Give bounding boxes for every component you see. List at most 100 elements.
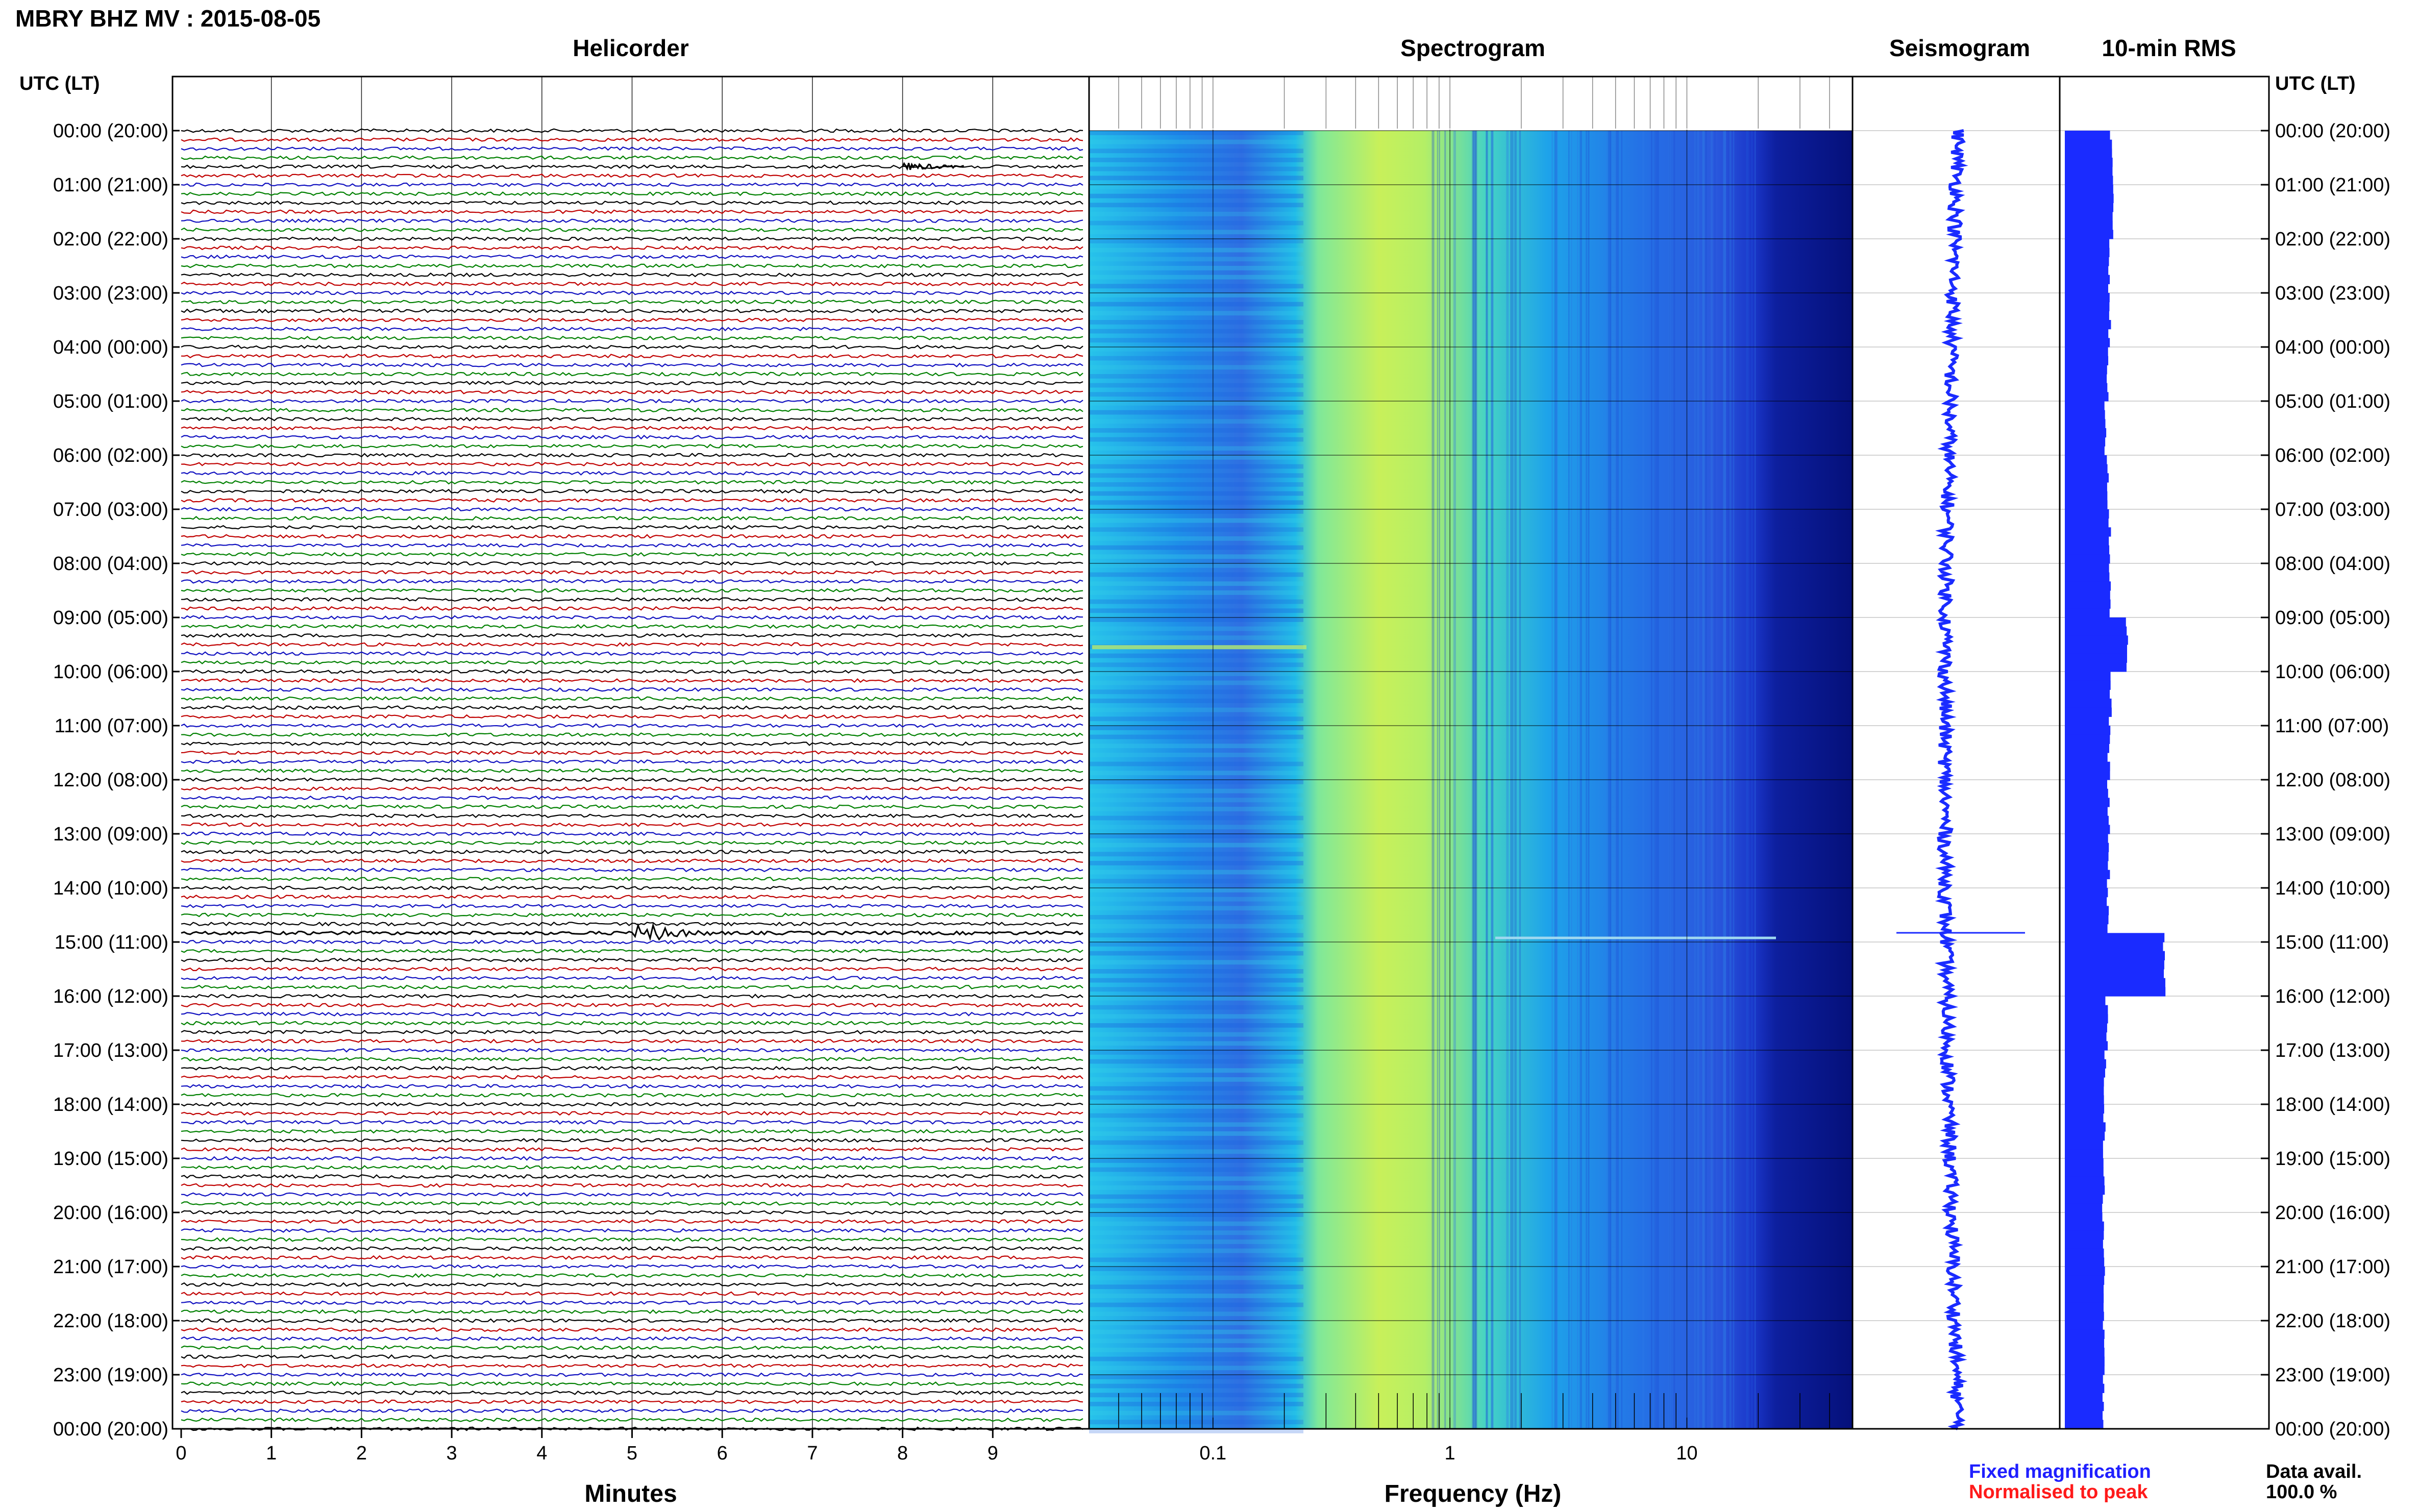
spectrogram-streak bbox=[1089, 672, 1303, 676]
helicorder-trace bbox=[181, 525, 1083, 530]
rms-bar bbox=[2065, 572, 2110, 582]
rms-bar bbox=[2065, 203, 2114, 212]
row-label-right: 16:00 (12:00) bbox=[2275, 986, 2390, 1007]
helicorder-trace bbox=[181, 1417, 1083, 1422]
spectrogram-streak bbox=[1089, 699, 1303, 703]
rms-bar bbox=[2065, 131, 2110, 140]
rms-bar bbox=[2065, 689, 2110, 699]
helicorder-trace bbox=[181, 1381, 1083, 1386]
spectrogram-streak bbox=[1089, 1095, 1303, 1100]
helicorder-trace bbox=[181, 498, 1083, 503]
helicorder-trace bbox=[181, 281, 1083, 286]
rms-bar bbox=[2065, 672, 2111, 681]
helicorder-trace bbox=[181, 624, 1083, 629]
row-label-right: 17:00 (13:00) bbox=[2275, 1040, 2390, 1061]
helicorder-trace bbox=[181, 1273, 1083, 1278]
row-label-right: 23:00 (19:00) bbox=[2275, 1365, 2390, 1386]
helicorder-trace bbox=[181, 1291, 1083, 1296]
helicorder-trace bbox=[181, 579, 1083, 584]
helicorder-trace bbox=[181, 1075, 1083, 1080]
spectrogram-streak bbox=[1089, 707, 1303, 712]
spectrogram-streak bbox=[1089, 1185, 1303, 1190]
row-label-left: 03:00 (23:00) bbox=[53, 283, 168, 304]
helicorder-trace bbox=[181, 1318, 1083, 1323]
rms-bar bbox=[2065, 392, 2109, 402]
helicorder-trace bbox=[181, 1390, 1083, 1395]
spectrogram-streak bbox=[1089, 879, 1303, 884]
rms-bar bbox=[2065, 1176, 2105, 1186]
row-label-left: 17:00 (13:00) bbox=[53, 1040, 168, 1061]
helicorder-trace bbox=[181, 1309, 1083, 1315]
helicorder-trace bbox=[181, 462, 1083, 467]
spectrogram-streak bbox=[1089, 933, 1303, 938]
rms-bar bbox=[2065, 1104, 2105, 1114]
helicorder-trace bbox=[181, 922, 1083, 941]
helicorder-trace bbox=[181, 1065, 1083, 1071]
helicorder-trace bbox=[181, 633, 1083, 638]
helicorder-trace bbox=[181, 966, 1083, 972]
spectrogram-streak bbox=[1089, 726, 1303, 730]
rms-bar bbox=[2065, 608, 2110, 618]
rms-bar bbox=[2065, 166, 2113, 176]
rms-bar bbox=[2065, 1294, 2104, 1303]
row-label-right: 06:00 (02:00) bbox=[2275, 445, 2390, 466]
spectrogram-streak bbox=[1089, 753, 1303, 757]
row-label-left: 14:00 (10:00) bbox=[53, 878, 168, 899]
spectrogram-streak bbox=[1089, 365, 1303, 370]
rms-bar bbox=[2065, 1086, 2104, 1096]
helicorder-trace bbox=[181, 263, 1083, 268]
row-label-left: 18:00 (14:00) bbox=[53, 1094, 168, 1116]
spectrogram-streak bbox=[1089, 1104, 1303, 1109]
spectrogram-streak bbox=[1089, 392, 1303, 397]
row-label-left: 13:00 (09:00) bbox=[53, 824, 168, 845]
rms-bar bbox=[2065, 842, 2109, 852]
helicorder-trace bbox=[181, 912, 1083, 918]
helicorder-trace bbox=[181, 209, 1083, 214]
rms-bar bbox=[2065, 707, 2112, 717]
rms-bar bbox=[2065, 302, 2110, 311]
helicorder-trace bbox=[181, 146, 1083, 151]
rms-bar bbox=[2065, 1023, 2107, 1033]
rms-bar bbox=[2065, 815, 2109, 825]
helicorder-trace bbox=[181, 651, 1083, 656]
helicorder-trace bbox=[181, 669, 1083, 674]
helicorder-trace bbox=[181, 155, 1083, 160]
helicorder-trace bbox=[181, 813, 1083, 819]
rms-bar bbox=[2065, 383, 2108, 392]
rms-bar bbox=[2065, 734, 2110, 744]
rms-bar bbox=[2065, 987, 2166, 997]
helicorder-trace bbox=[181, 1219, 1083, 1224]
data-avail-value: 100.0 % bbox=[2266, 1481, 2337, 1503]
rms-bar bbox=[2065, 933, 2165, 943]
spectrogram-streak bbox=[1089, 1267, 1303, 1271]
spectrogram-streak bbox=[1089, 419, 1303, 424]
rms-title: 10-min RMS bbox=[2102, 35, 2236, 61]
helicorder-trace bbox=[181, 1354, 1083, 1359]
spectrogram-streak bbox=[1089, 464, 1303, 469]
helicorder-trace bbox=[181, 768, 1083, 773]
helicorder-trace bbox=[181, 191, 1083, 196]
spectrogram-streak bbox=[1089, 148, 1303, 154]
rms-bar bbox=[2065, 1329, 2105, 1339]
rms-bar bbox=[2065, 662, 2127, 672]
rms-bar bbox=[2065, 1383, 2105, 1393]
spectrogram-streak bbox=[1089, 1230, 1303, 1235]
helicorder-trace bbox=[181, 705, 1083, 710]
rms-bar bbox=[2065, 798, 2110, 807]
rms-bar bbox=[2065, 635, 2128, 645]
spectrogram-streak bbox=[1089, 743, 1303, 749]
row-label-right: 22:00 (18:00) bbox=[2275, 1310, 2390, 1332]
helicorder-trace bbox=[181, 1138, 1083, 1143]
right-axis-label: UTC (LT) bbox=[2275, 73, 2356, 94]
rms-bar bbox=[2065, 365, 2107, 375]
spectrogram-streak bbox=[1089, 518, 1303, 523]
helicorder-trace bbox=[181, 1336, 1083, 1341]
helicorder-trace bbox=[181, 1156, 1083, 1161]
helicorder-trace bbox=[181, 1282, 1083, 1287]
seismogram-trace bbox=[1934, 129, 1968, 1430]
helicorder-trace bbox=[181, 570, 1083, 575]
helicorder-trace bbox=[181, 867, 1083, 873]
helicorder-trace bbox=[181, 858, 1083, 863]
spectrogram-streak bbox=[1089, 275, 1303, 280]
spectrogram-streak bbox=[1089, 509, 1303, 514]
